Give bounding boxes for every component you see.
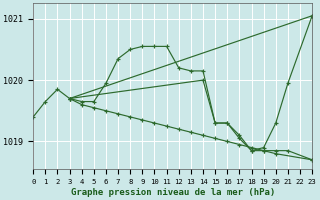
X-axis label: Graphe pression niveau de la mer (hPa): Graphe pression niveau de la mer (hPa) <box>70 188 275 197</box>
